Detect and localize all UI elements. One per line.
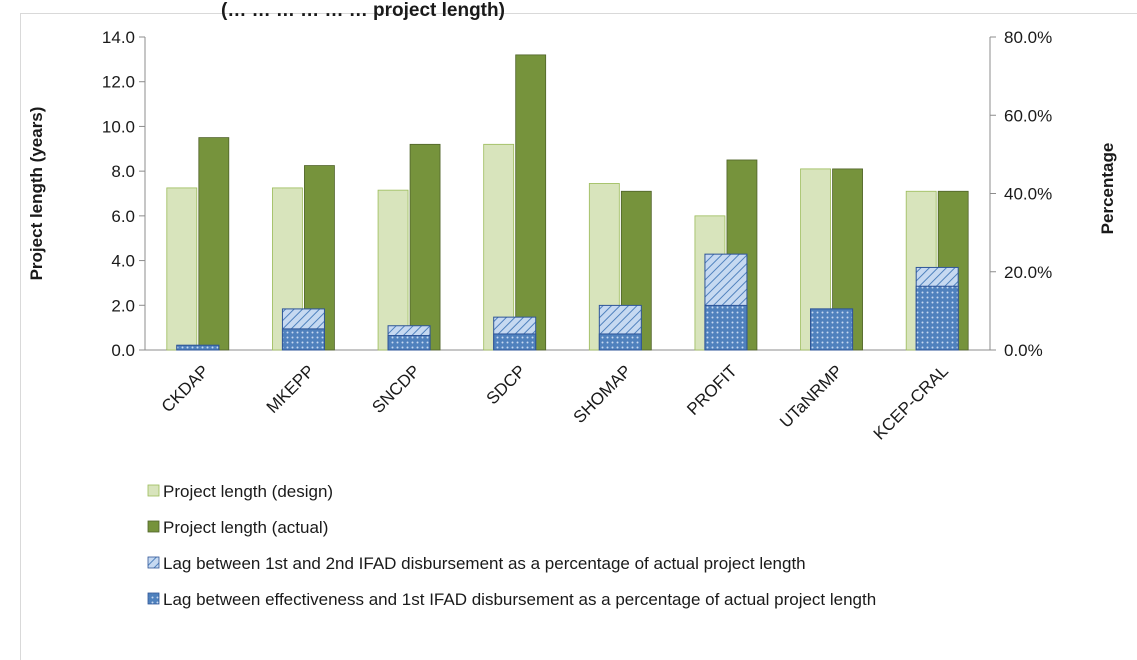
y-tick-label: 12.0 bbox=[102, 73, 135, 92]
y2-tick-label: 60.0% bbox=[1004, 106, 1052, 125]
bar-lag-effectiveness bbox=[493, 333, 537, 351]
y-tick-label: 8.0 bbox=[111, 162, 135, 181]
y-tick-label: 0.0 bbox=[111, 341, 135, 360]
bar-design bbox=[377, 189, 409, 351]
y-tick-label: 6.0 bbox=[111, 207, 135, 226]
bar-lag-effectiveness bbox=[176, 344, 220, 351]
y2-tick-label: 80.0% bbox=[1004, 28, 1052, 47]
x-tick-label: PROFIT bbox=[683, 361, 741, 419]
x-tick-label: SHOMAP bbox=[570, 361, 636, 427]
y-tick-label: 4.0 bbox=[111, 252, 135, 271]
bar-actual bbox=[198, 137, 230, 351]
x-tick-label: KCEP-CRAL bbox=[870, 361, 952, 443]
legend-swatch bbox=[147, 484, 160, 497]
y-tick-label: 2.0 bbox=[111, 296, 135, 315]
x-tick-label: UTaNRMP bbox=[776, 361, 846, 431]
x-tick-label: SNCDP bbox=[368, 361, 424, 417]
y-axis-title: Project length (years) bbox=[27, 107, 46, 281]
bar-lag-effectiveness bbox=[915, 285, 959, 351]
y2-axis-title: Percentage bbox=[1098, 143, 1117, 235]
bar-lag-effectiveness bbox=[598, 333, 642, 351]
y-tick-label: 10.0 bbox=[102, 117, 135, 136]
bar-design bbox=[483, 143, 515, 351]
x-tick-label: SDCP bbox=[483, 361, 530, 408]
bar-design bbox=[166, 187, 198, 351]
legend-swatch bbox=[147, 556, 160, 569]
legend-label: Project length (actual) bbox=[163, 518, 328, 537]
legend-label: Lag between 1st and 2nd IFAD disbursemen… bbox=[163, 554, 806, 573]
chart-title-partial: (… … … … … … project length) bbox=[221, 0, 505, 21]
legend-label: Project length (design) bbox=[163, 482, 333, 501]
legend-swatch bbox=[147, 592, 160, 605]
bar-lag-effectiveness bbox=[810, 308, 854, 351]
bar-lag-effectiveness bbox=[387, 335, 431, 351]
bar-lag-effectiveness bbox=[281, 328, 325, 351]
bar-actual bbox=[409, 143, 441, 351]
bar-lag-effectiveness bbox=[704, 304, 748, 351]
y2-tick-label: 40.0% bbox=[1004, 185, 1052, 204]
x-tick-label: MKEPP bbox=[263, 361, 319, 417]
y2-tick-label: 0.0% bbox=[1004, 341, 1043, 360]
chart-frame: (… … … … … … project length) bbox=[20, 0, 1137, 660]
y-tick-label: 14.0 bbox=[102, 28, 135, 47]
legend-label: Lag between effectiveness and 1st IFAD d… bbox=[163, 590, 876, 609]
legend-swatch bbox=[147, 520, 160, 533]
bar-actual bbox=[515, 54, 547, 351]
x-tick-label: CKDAP bbox=[158, 361, 213, 416]
y2-tick-label: 20.0% bbox=[1004, 263, 1052, 282]
